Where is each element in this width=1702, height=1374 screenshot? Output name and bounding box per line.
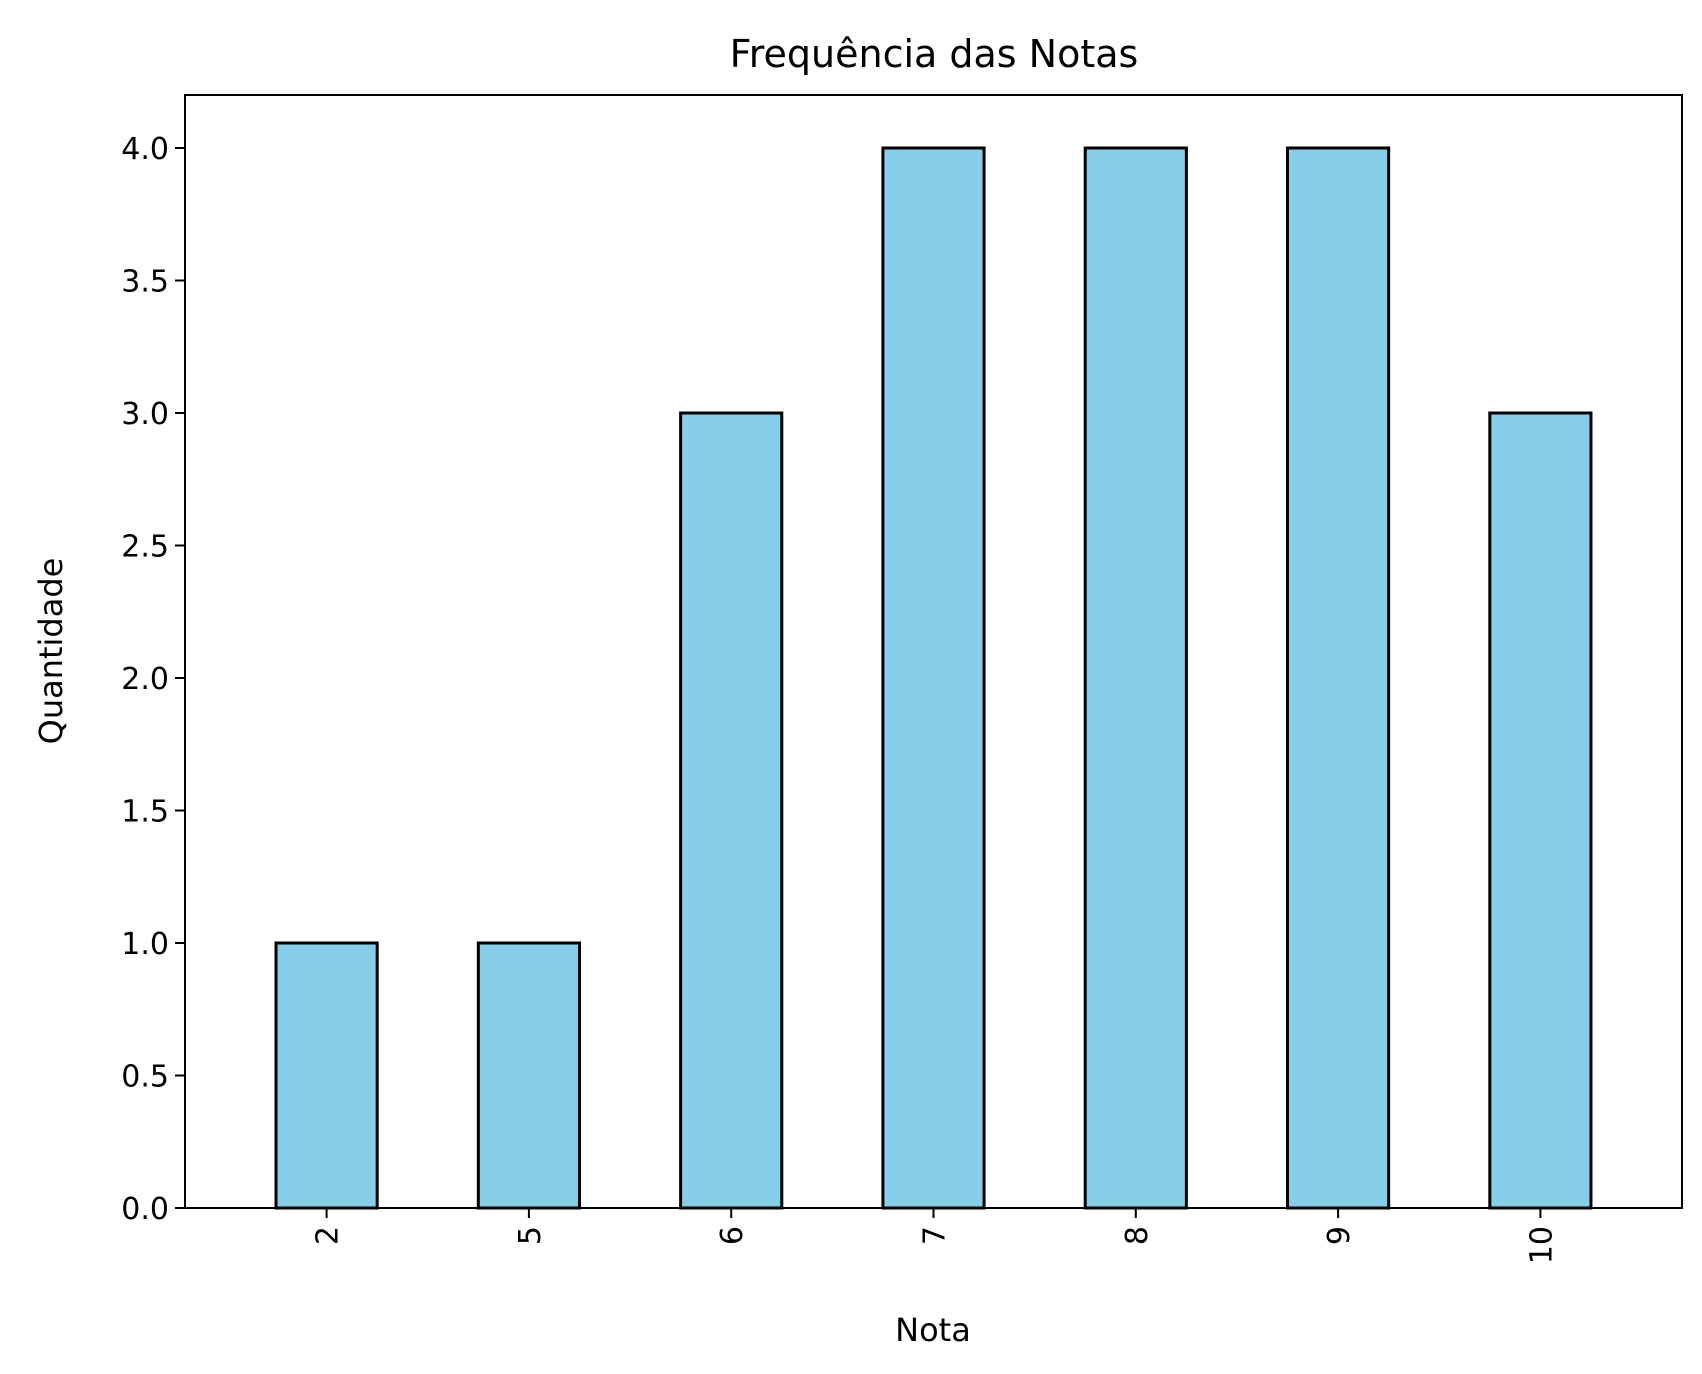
y-tick-label: 2.0 bbox=[121, 662, 169, 697]
x-tick-label: 6 bbox=[715, 1226, 750, 1245]
chart-title: Frequência das Notas bbox=[730, 32, 1139, 76]
bar-9 bbox=[1286, 146, 1391, 1210]
x-tick-label: 7 bbox=[918, 1226, 953, 1245]
bar-8 bbox=[1083, 146, 1188, 1210]
bar-5 bbox=[476, 941, 581, 1210]
x-tick-label: 5 bbox=[513, 1226, 548, 1245]
bar-2 bbox=[274, 941, 379, 1210]
bar-6 bbox=[679, 411, 784, 1210]
x-tick-label: 10 bbox=[1524, 1226, 1559, 1264]
y-tick-label: 2.5 bbox=[121, 530, 169, 565]
y-axis-ticks: 0.0 0.5 1.0 1.5 2.0 2.5 3.0 3.5 4.0 bbox=[121, 132, 185, 1227]
y-tick-label: 3.5 bbox=[121, 265, 169, 300]
x-tick-label: 2 bbox=[311, 1226, 346, 1245]
y-tick-label: 1.5 bbox=[121, 795, 169, 830]
bars-group bbox=[274, 146, 1593, 1210]
x-axis-label: Nota bbox=[895, 1311, 971, 1349]
bar-7 bbox=[881, 146, 986, 1210]
bar-10 bbox=[1488, 411, 1593, 1210]
y-axis-label: Quantidade bbox=[32, 558, 70, 745]
y-tick-label: 0.0 bbox=[121, 1192, 169, 1227]
x-axis-ticks: 2 5 6 7 8 9 10 bbox=[311, 1208, 1559, 1264]
y-tick-label: 3.0 bbox=[121, 397, 169, 432]
x-tick-label: 9 bbox=[1322, 1226, 1357, 1245]
y-tick-label: 0.5 bbox=[121, 1060, 169, 1095]
plot-frame bbox=[184, 94, 1683, 1209]
y-tick-label: 4.0 bbox=[121, 132, 169, 167]
x-tick-label: 8 bbox=[1120, 1226, 1155, 1245]
y-tick-label: 1.0 bbox=[121, 927, 169, 962]
